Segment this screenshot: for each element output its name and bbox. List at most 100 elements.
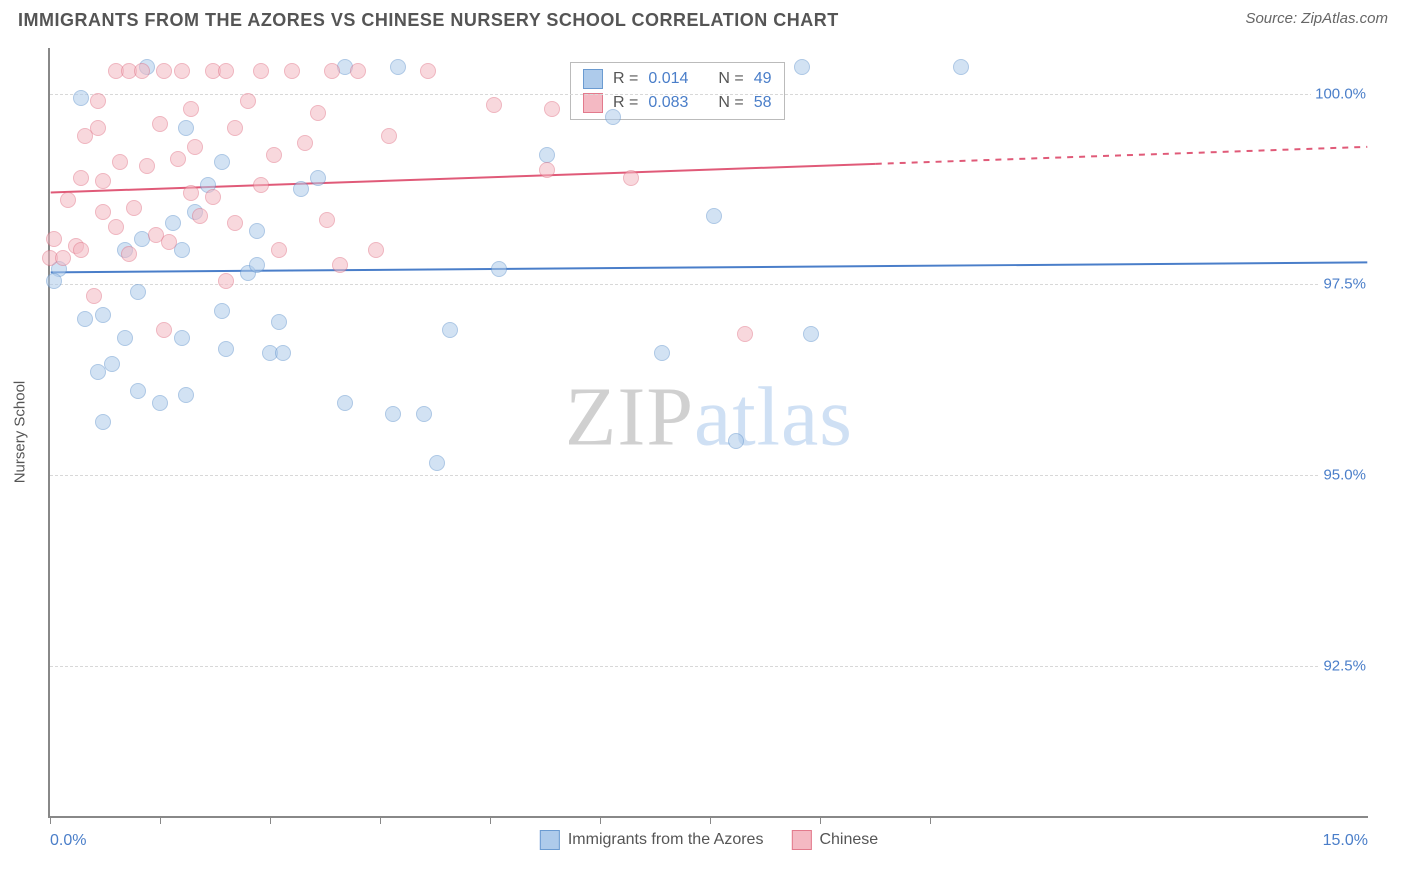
data-point (249, 257, 265, 273)
n-label: N = (718, 94, 743, 112)
series-swatch (583, 93, 603, 113)
data-point (214, 303, 230, 319)
data-point (95, 204, 111, 220)
data-point (178, 387, 194, 403)
data-point (227, 215, 243, 231)
data-point (156, 63, 172, 79)
legend-item: Chinese (791, 830, 878, 850)
data-point (86, 288, 102, 304)
data-point (60, 192, 76, 208)
data-point (654, 345, 670, 361)
data-point (218, 63, 234, 79)
data-point (218, 341, 234, 357)
data-point (240, 93, 256, 109)
data-point (104, 356, 120, 372)
x-tick (930, 816, 931, 824)
n-label: N = (718, 70, 743, 88)
data-point (46, 273, 62, 289)
x-tick (490, 816, 491, 824)
data-point (139, 158, 155, 174)
x-axis-max-label: 15.0% (1323, 832, 1368, 850)
data-point (130, 284, 146, 300)
legend: Immigrants from the Azores Chinese (540, 830, 878, 850)
data-point (73, 242, 89, 258)
y-tick-label: 95.0% (1319, 466, 1370, 483)
x-tick (50, 816, 51, 824)
data-point (77, 311, 93, 327)
data-point (218, 273, 234, 289)
x-tick (710, 816, 711, 824)
data-point (117, 330, 133, 346)
data-point (271, 242, 287, 258)
data-point (170, 151, 186, 167)
x-tick (600, 816, 601, 824)
data-point (442, 322, 458, 338)
x-tick (270, 816, 271, 824)
data-point (737, 326, 753, 342)
data-point (385, 406, 401, 422)
data-point (130, 383, 146, 399)
data-point (214, 154, 230, 170)
grid-line (50, 475, 1368, 476)
data-point (90, 93, 106, 109)
y-tick-label: 100.0% (1311, 85, 1370, 102)
x-tick (820, 816, 821, 824)
legend-item: Immigrants from the Azores (540, 830, 764, 850)
data-point (95, 173, 111, 189)
data-point (192, 208, 208, 224)
data-point (249, 223, 265, 239)
data-point (420, 63, 436, 79)
data-point (183, 185, 199, 201)
grid-line (50, 284, 1368, 285)
data-point (174, 63, 190, 79)
data-point (486, 97, 502, 113)
data-point (126, 200, 142, 216)
data-point (108, 219, 124, 235)
data-point (266, 147, 282, 163)
data-point (706, 208, 722, 224)
data-point (416, 406, 432, 422)
data-point (178, 120, 194, 136)
x-tick (380, 816, 381, 824)
data-point (319, 212, 335, 228)
data-point (187, 139, 203, 155)
data-point (152, 116, 168, 132)
trend-lines (50, 48, 1368, 816)
data-point (368, 242, 384, 258)
data-point (297, 135, 313, 151)
scatter-chart: ZIPatlas R =0.014N =49R =0.083N =58 Nurs… (48, 48, 1368, 818)
data-point (152, 395, 168, 411)
data-point (310, 105, 326, 121)
stats-row: R = 0.014 N = 49 (583, 67, 772, 91)
data-point (337, 395, 353, 411)
data-point (429, 455, 445, 471)
data-point (73, 170, 89, 186)
data-point (165, 215, 181, 231)
data-point (953, 59, 969, 75)
legend-label: Immigrants from the Azores (568, 831, 764, 849)
data-point (121, 246, 137, 262)
data-point (605, 109, 621, 125)
legend-label: Chinese (819, 831, 878, 849)
data-point (90, 120, 106, 136)
data-point (491, 261, 507, 277)
data-point (539, 147, 555, 163)
n-value: 58 (754, 94, 772, 112)
r-value: 0.014 (648, 70, 688, 88)
data-point (310, 170, 326, 186)
y-tick-label: 92.5% (1319, 657, 1370, 674)
data-point (112, 154, 128, 170)
data-point (183, 101, 199, 117)
data-point (253, 63, 269, 79)
data-point (324, 63, 340, 79)
stats-box: R =0.014N =49R =0.083N =58 (570, 62, 785, 120)
data-point (95, 307, 111, 323)
r-label: R = (613, 70, 638, 88)
series-swatch (583, 69, 603, 89)
legend-swatch (791, 830, 811, 850)
chart-title: IMMIGRANTS FROM THE AZORES VS CHINESE NU… (18, 10, 839, 31)
n-value: 49 (754, 70, 772, 88)
plot-area: ZIPatlas R =0.014N =49R =0.083N =58 Nurs… (48, 48, 1368, 818)
data-point (728, 433, 744, 449)
data-point (350, 63, 366, 79)
